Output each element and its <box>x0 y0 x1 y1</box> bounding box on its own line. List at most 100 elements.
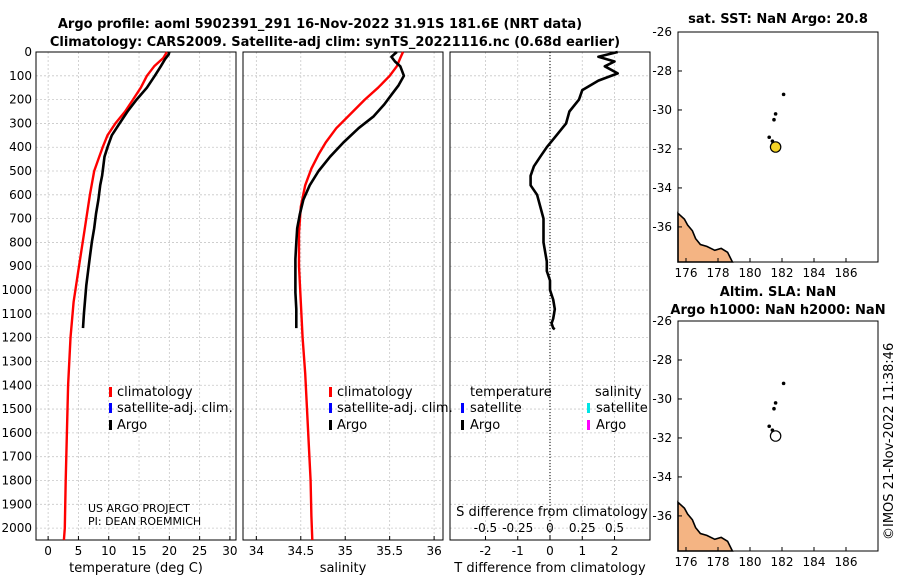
legend-label: Argo <box>337 418 367 433</box>
y-tick-label: 500 <box>9 164 32 178</box>
legend-marker-0 <box>329 387 332 397</box>
y-tick-label: 2000 <box>1 521 32 535</box>
series-argo <box>294 51 406 329</box>
legend-marker-1 <box>109 403 112 413</box>
x-tick-label: 1 <box>578 544 586 558</box>
y-tick-label: 1300 <box>1 354 32 368</box>
x-axis-label-top: S difference from climatology <box>456 505 648 520</box>
y-tick-label: -34 <box>652 470 672 484</box>
x-tick-label: -2 <box>479 544 491 558</box>
x-axis-label: salinity <box>320 561 367 576</box>
y-tick-label: -28 <box>652 64 672 78</box>
y-tick-label: 900 <box>9 259 32 273</box>
difference-panel: -2 -1 0 1 2 T difference from climatology -0.5… <box>449 50 651 576</box>
x-tick-label: 178 <box>707 266 730 280</box>
y-tick-label: 1700 <box>1 450 32 464</box>
x-tick-label: 0 <box>44 544 52 558</box>
series-argo <box>81 51 171 329</box>
map-point <box>767 424 771 429</box>
x-tick-label: 176 <box>675 266 698 280</box>
legend-label: climatology <box>337 385 413 400</box>
header-line-2: Climatology: CARS2009. Satellite-adj cli… <box>50 35 620 50</box>
y-tick-label: -30 <box>652 392 672 406</box>
legend-marker-2 <box>329 420 332 430</box>
y-tick-label: 1000 <box>1 283 32 297</box>
y-tick-label: 100 <box>9 69 32 83</box>
map-frame <box>677 320 879 552</box>
x-tick-label-top: 0 <box>546 521 554 535</box>
legend-label: satellite <box>596 401 648 416</box>
x-tick-label: 20 <box>162 544 177 558</box>
y-tick-label: 1800 <box>1 473 32 487</box>
x-tick-label: 15 <box>131 544 146 558</box>
temperature-panel: 0 5 10 15 20 25 300100200300400500600700800900… <box>1 45 237 576</box>
x-tick-label: 182 <box>771 555 794 569</box>
map-point <box>767 135 771 140</box>
y-tick-label: -32 <box>652 431 672 445</box>
map-point <box>772 117 776 122</box>
land-shape <box>677 211 734 263</box>
legend-label: Argo <box>117 418 147 433</box>
x-tick-label: 178 <box>707 555 730 569</box>
x-tick-label-top: -0.5 <box>474 521 497 535</box>
plot-frame <box>242 51 444 541</box>
x-tick-label: 34 <box>249 544 264 558</box>
map-title-0: sat. SST: NaN Argo: 20.8 <box>688 12 868 27</box>
map-point <box>781 381 786 386</box>
y-tick-label: 200 <box>9 93 32 107</box>
x-tick-label: 180 <box>739 266 762 280</box>
map-title-0: Altim. SLA: NaN <box>720 285 836 300</box>
x-axis-label: T difference from climatology <box>453 561 646 576</box>
map-point <box>773 401 778 405</box>
x-tick-label: 0 <box>546 544 554 558</box>
land-shape <box>677 500 734 552</box>
map-title-1: Argo h1000: NaN h2000: NaN <box>670 303 885 318</box>
x-tick-label: 35.5 <box>376 544 403 558</box>
x-tick-label: 10 <box>101 544 116 558</box>
legend-label: satellite <box>470 401 522 416</box>
x-tick-label-top: 0.25 <box>569 521 596 535</box>
x-tick-label: 184 <box>803 266 826 280</box>
legend-label: temperature <box>470 385 552 400</box>
map-point <box>773 112 778 116</box>
x-tick-label: 184 <box>803 555 826 569</box>
x-tick-label-top: 0.5 <box>605 521 624 535</box>
y-tick-label: 300 <box>9 116 32 130</box>
x-tick-label: 5 <box>75 544 83 558</box>
y-tick-label: 700 <box>9 212 32 226</box>
x-tick-label: 35 <box>338 544 353 558</box>
series-climatology <box>62 51 168 541</box>
y-tick-label: -30 <box>652 103 672 117</box>
timestamp: ©IMOS 21-Nov-2022 11:38:46 <box>882 343 897 540</box>
y-tick-label: 0 <box>24 45 32 59</box>
project-credit: US ARGO PROJECT <box>88 502 190 515</box>
x-tick-label: 34.5 <box>287 544 314 558</box>
y-tick-label: -32 <box>652 142 672 156</box>
y-tick-label: 1600 <box>1 426 32 440</box>
x-tick-label: 36 <box>426 544 441 558</box>
y-tick-label: 600 <box>9 188 32 202</box>
legend-marker-s-1 <box>587 403 590 413</box>
x-axis-label: temperature (deg C) <box>69 561 203 576</box>
y-tick-label: -36 <box>652 509 672 523</box>
x-tick-label: 180 <box>739 555 762 569</box>
legend-label: climatology <box>117 385 193 400</box>
x-tick-label: 30 <box>222 544 237 558</box>
legend-marker-1 <box>329 403 332 413</box>
legend-label: Argo <box>596 418 626 433</box>
x-tick-label: 186 <box>835 266 858 280</box>
y-tick-label: 1500 <box>1 402 32 416</box>
float-position-marker <box>769 141 782 153</box>
y-tick-label: 1400 <box>1 378 32 392</box>
x-tick-label: 25 <box>192 544 207 558</box>
map-frame <box>677 31 879 263</box>
map-point <box>772 406 776 411</box>
float-position-marker <box>769 430 782 442</box>
x-tick-label: 182 <box>771 266 794 280</box>
x-tick-label: 186 <box>835 555 858 569</box>
legend-marker-t-1 <box>461 403 464 413</box>
y-tick-label: -26 <box>652 314 672 328</box>
series-climatology <box>297 51 405 541</box>
sla-map-panel: Altim. SLA: NaN Argo h1000: NaN h2000: Na… <box>652 285 885 569</box>
